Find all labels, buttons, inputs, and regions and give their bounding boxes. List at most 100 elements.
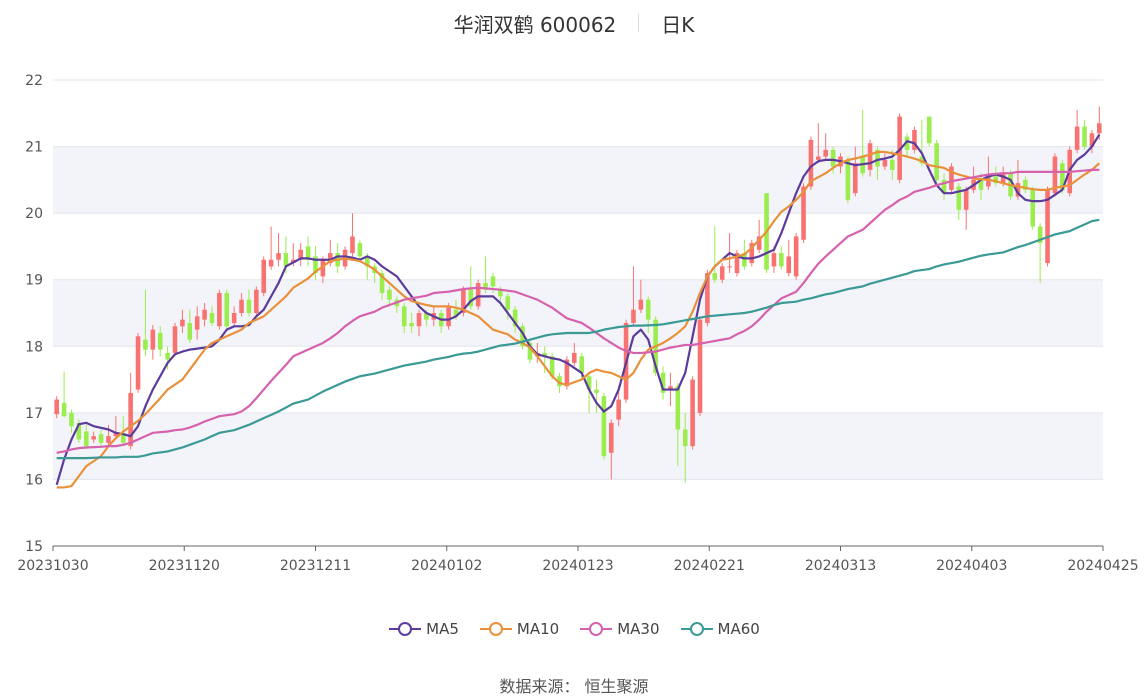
y-tick-label: 19 xyxy=(25,273,43,289)
candle-up xyxy=(202,303,207,327)
candle-body xyxy=(934,143,939,180)
candle-down xyxy=(61,371,67,418)
candle-up xyxy=(786,239,792,277)
candle-body xyxy=(1082,126,1087,147)
candle-up xyxy=(320,256,326,284)
candle-down xyxy=(313,246,318,280)
candle-body xyxy=(327,253,333,264)
candle-body xyxy=(217,293,222,327)
y-tick-label: 15 xyxy=(25,539,43,555)
candle-down xyxy=(401,303,407,333)
candle-down xyxy=(357,239,363,260)
candle-body xyxy=(660,372,666,393)
candle-up xyxy=(867,139,873,177)
candle-body xyxy=(106,436,111,443)
candle-up xyxy=(631,266,636,327)
candle-down xyxy=(675,382,681,467)
candle-body xyxy=(963,189,969,210)
candle-body xyxy=(682,429,688,447)
candle-up xyxy=(608,419,614,480)
candle-down xyxy=(978,173,984,200)
candle-body xyxy=(165,352,170,360)
candles xyxy=(54,106,1102,483)
candle-down xyxy=(956,183,962,220)
candle-up xyxy=(135,332,141,393)
candle-up xyxy=(756,219,762,254)
x-tick-label: 20240123 xyxy=(542,558,613,574)
candle-up xyxy=(793,233,799,280)
candle-up xyxy=(180,309,185,333)
candle-body xyxy=(364,256,370,267)
candle-body xyxy=(446,306,451,327)
y-tick-label: 21 xyxy=(25,140,43,156)
candle-body xyxy=(572,352,577,363)
candle-down xyxy=(904,133,910,157)
candle-body xyxy=(54,399,59,415)
candle-body xyxy=(1074,126,1080,150)
candle-body xyxy=(594,389,599,393)
candle-body xyxy=(1052,156,1058,194)
candle-down xyxy=(645,296,651,333)
candle-up xyxy=(690,376,695,450)
candle-body xyxy=(705,273,710,323)
candle-body xyxy=(424,313,429,320)
candle-body xyxy=(771,253,777,267)
candle-up xyxy=(254,286,259,317)
candle-body xyxy=(209,313,215,323)
candle-down xyxy=(594,379,599,413)
candle-body xyxy=(808,139,814,187)
candle-down xyxy=(601,392,607,460)
candle-down xyxy=(1082,119,1087,150)
candle-body xyxy=(276,253,281,260)
candle-body xyxy=(549,356,555,377)
candle-body xyxy=(239,299,244,313)
legend-marker-icon xyxy=(680,622,713,636)
legend-item-ma5[interactable]: MA5 xyxy=(388,620,459,638)
candle-body xyxy=(912,129,917,150)
candle-body xyxy=(180,319,185,327)
y-tick-label: 18 xyxy=(25,339,43,355)
stock-code: 600062 xyxy=(539,12,617,37)
stock-name-code: 华润双鹤 600062 xyxy=(454,9,617,38)
x-tick-label: 20231211 xyxy=(280,558,351,574)
candle-down xyxy=(860,109,865,177)
y-tick-label: 22 xyxy=(25,73,43,89)
candle-body xyxy=(742,253,747,267)
x-tick-label: 20240313 xyxy=(805,558,876,574)
legend-label: MA30 xyxy=(617,620,660,638)
candle-body xyxy=(350,236,355,254)
candle-body xyxy=(668,386,673,390)
candle-body xyxy=(601,396,607,457)
candle-body xyxy=(564,359,570,387)
candle-down xyxy=(512,306,518,333)
candle-body xyxy=(875,149,880,167)
candle-body xyxy=(468,289,474,307)
candle-body xyxy=(993,176,999,184)
candle-body xyxy=(379,273,385,294)
candle-body xyxy=(135,336,141,390)
candle-body xyxy=(1023,179,1028,190)
candle-up xyxy=(106,424,111,445)
candle-body xyxy=(697,319,703,413)
candle-body xyxy=(1060,163,1065,190)
legend: MA5 MA10 MA30 MA60 xyxy=(0,620,1148,638)
candle-body xyxy=(579,356,584,373)
candle-body xyxy=(816,156,821,160)
grid-band xyxy=(53,412,1103,480)
candle-up xyxy=(231,306,237,327)
candle-down xyxy=(209,306,215,327)
legend-item-ma10[interactable]: MA10 xyxy=(479,620,559,638)
legend-item-ma30[interactable]: MA30 xyxy=(579,620,660,638)
candle-body xyxy=(734,253,740,274)
candle-body xyxy=(756,236,762,250)
candle-down xyxy=(1030,186,1036,230)
candle-body xyxy=(120,432,126,443)
candle-body xyxy=(889,159,895,170)
candle-down xyxy=(305,236,311,267)
candle-body xyxy=(978,179,984,190)
candle-down xyxy=(660,366,666,400)
candle-up xyxy=(1089,129,1095,154)
legend-item-ma60[interactable]: MA60 xyxy=(680,620,760,638)
candle-body xyxy=(882,159,888,167)
candle-body xyxy=(461,289,466,313)
